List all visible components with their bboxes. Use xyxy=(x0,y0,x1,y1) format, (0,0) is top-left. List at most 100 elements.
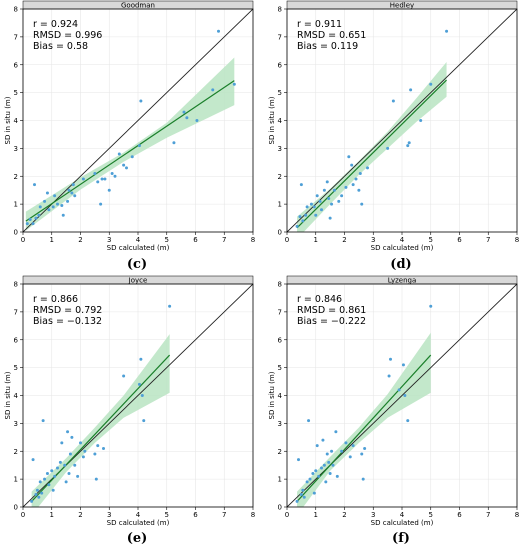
x-tick-label: 4 xyxy=(400,236,405,244)
y-tick-label: 4 xyxy=(278,392,283,400)
y-tick-label: 7 xyxy=(278,308,282,316)
data-point xyxy=(68,452,72,456)
data-point xyxy=(64,480,68,484)
data-point xyxy=(100,177,104,181)
data-point xyxy=(351,183,355,187)
data-point xyxy=(334,430,338,434)
data-point xyxy=(340,449,344,453)
data-point xyxy=(357,188,361,192)
y-tick-label: 7 xyxy=(278,33,282,41)
data-point xyxy=(83,449,87,453)
fit-line xyxy=(25,80,235,222)
data-point xyxy=(60,441,64,445)
x-tick-label: 8 xyxy=(251,511,255,519)
data-point xyxy=(195,119,199,122)
stats-annotation: RMSD = 0.792 xyxy=(33,305,102,316)
x-tick-label: 3 xyxy=(371,236,375,244)
stats-annotation: Bias = 0.119 xyxy=(297,41,358,52)
data-point xyxy=(348,455,352,459)
data-point xyxy=(387,374,391,378)
data-point xyxy=(327,460,331,464)
fit-line xyxy=(31,354,171,502)
data-point xyxy=(407,141,411,145)
data-point xyxy=(344,185,348,189)
x-tick-label: 6 xyxy=(193,236,198,244)
data-point xyxy=(102,446,105,450)
x-tick-label: 3 xyxy=(371,511,375,519)
y-tick-label: 3 xyxy=(278,145,282,153)
data-point xyxy=(125,166,128,170)
data-point xyxy=(389,357,392,361)
data-point xyxy=(103,177,107,181)
y-tick-label: 6 xyxy=(278,61,283,69)
y-tick-label: 1 xyxy=(14,476,18,484)
x-tick-label: 8 xyxy=(515,511,519,519)
data-point xyxy=(340,194,344,198)
data-point xyxy=(34,216,38,220)
data-point xyxy=(429,82,433,86)
x-tick-label: 7 xyxy=(222,511,226,519)
data-point xyxy=(350,163,354,167)
y-tick-label: 2 xyxy=(14,448,18,456)
data-point xyxy=(406,419,410,423)
data-point xyxy=(139,99,143,103)
data-point xyxy=(93,171,97,175)
data-point xyxy=(332,188,336,192)
y-tick-label: 6 xyxy=(14,61,19,69)
data-point xyxy=(360,452,364,456)
data-point xyxy=(137,382,141,386)
y-tick-label: 2 xyxy=(278,448,282,456)
data-point xyxy=(305,205,309,209)
data-point xyxy=(30,499,34,503)
data-point xyxy=(314,213,318,217)
identity-line xyxy=(287,9,517,232)
x-tick-label: 5 xyxy=(429,236,433,244)
data-point xyxy=(137,144,141,148)
data-point xyxy=(360,202,364,206)
data-point xyxy=(401,363,405,367)
data-point xyxy=(386,146,390,150)
data-point xyxy=(330,449,334,453)
data-point xyxy=(110,171,114,175)
data-point xyxy=(96,180,100,184)
confidence-band xyxy=(25,57,235,231)
data-point xyxy=(182,110,186,114)
y-tick-label: 1 xyxy=(14,201,18,209)
x-tick-label: 4 xyxy=(136,511,141,519)
y-tick-label: 0 xyxy=(278,504,282,512)
data-point xyxy=(172,141,176,145)
x-tick-label: 2 xyxy=(342,511,346,519)
data-point xyxy=(315,194,319,198)
data-point xyxy=(297,458,300,462)
data-point xyxy=(317,474,321,478)
data-point xyxy=(38,205,42,209)
data-point xyxy=(31,222,35,226)
data-point xyxy=(113,174,117,178)
y-tick-label: 2 xyxy=(278,173,282,181)
y-tick-label: 0 xyxy=(14,229,18,237)
x-tick-label: 4 xyxy=(136,236,141,244)
data-point xyxy=(314,469,318,473)
x-tick-label: 2 xyxy=(78,511,82,519)
panel-label: (d) xyxy=(390,257,411,272)
data-point xyxy=(391,99,395,103)
data-point xyxy=(70,435,74,439)
y-tick-label: 5 xyxy=(14,364,18,372)
data-point xyxy=(25,222,29,226)
y-tick-label: 7 xyxy=(14,33,18,41)
data-point xyxy=(311,472,315,476)
x-axis-label: SD calculated (m) xyxy=(371,519,434,527)
x-tick-label: 1 xyxy=(50,511,54,519)
data-point xyxy=(312,205,316,209)
data-point xyxy=(51,205,55,209)
y-tick-label: 5 xyxy=(14,89,18,97)
confidence-band xyxy=(31,334,170,507)
data-point xyxy=(320,466,323,470)
data-point xyxy=(34,492,38,496)
data-point xyxy=(117,152,121,156)
data-point xyxy=(299,183,303,187)
data-point xyxy=(295,224,299,228)
data-point xyxy=(33,183,36,187)
data-point xyxy=(38,480,42,484)
